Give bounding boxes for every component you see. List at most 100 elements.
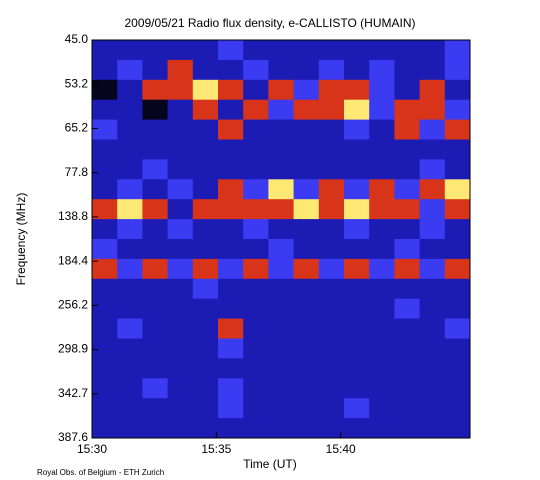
heat-cell	[218, 358, 244, 379]
heat-cell	[394, 318, 421, 339]
heat-cell	[218, 278, 244, 300]
heat-cell	[394, 199, 421, 220]
heat-cell	[293, 418, 320, 439]
heat-cell	[394, 79, 421, 101]
y-tick-label: 65.2	[65, 121, 89, 135]
heat-cell	[394, 40, 421, 61]
heat-cell	[344, 338, 370, 359]
heat-cell	[293, 298, 320, 320]
heat-cell	[167, 318, 194, 339]
heat-cell	[369, 378, 395, 399]
heat-cell	[218, 79, 244, 101]
y-tick-label: 138.8	[58, 209, 88, 223]
heat-cell	[92, 99, 118, 121]
heat-cell	[293, 278, 320, 300]
heat-cell	[218, 378, 244, 399]
heat-cell	[444, 358, 471, 379]
heat-cell	[142, 99, 169, 121]
heat-cell	[394, 159, 421, 180]
heat-cell	[218, 99, 244, 121]
heat-cell	[92, 139, 118, 160]
heat-cell	[92, 418, 118, 439]
heat-cell	[218, 159, 244, 180]
heat-cell	[117, 258, 143, 280]
heat-cell	[142, 378, 169, 399]
heat-cell	[369, 159, 395, 180]
heat-cell	[268, 358, 295, 379]
heat-cell	[117, 378, 143, 399]
heat-cell	[192, 79, 219, 101]
heat-cell	[369, 139, 395, 160]
heat-cell	[92, 398, 118, 419]
heat-cell	[293, 40, 320, 61]
heat-cell	[268, 258, 295, 280]
heat-cell	[192, 99, 219, 121]
heat-cell	[318, 159, 345, 180]
heat-cell	[369, 338, 395, 359]
heat-cell	[318, 139, 345, 160]
heat-cell	[318, 318, 345, 339]
heat-cell	[192, 40, 219, 61]
heat-cell	[369, 358, 395, 379]
heat-cell	[369, 318, 395, 339]
chart-title: 2009/05/21 Radio flux density, e-CALLIST…	[124, 16, 415, 30]
heat-cell	[268, 199, 295, 220]
heat-cell	[243, 159, 269, 180]
heat-cell	[444, 219, 471, 240]
heat-cell	[268, 159, 295, 180]
heat-cell	[117, 59, 143, 81]
heat-cell	[243, 179, 269, 200]
heat-cell	[192, 298, 219, 320]
heat-cell	[167, 338, 194, 359]
x-tick-label: 15:40	[326, 442, 356, 456]
heat-cell	[344, 119, 370, 140]
heat-cell	[92, 119, 118, 140]
heat-cell	[117, 418, 143, 439]
heat-cell	[369, 239, 395, 260]
heat-cell	[142, 139, 169, 160]
heat-cell	[444, 298, 471, 320]
heat-cell	[192, 179, 219, 200]
heat-cell	[369, 219, 395, 240]
heat-cell	[394, 258, 421, 280]
heat-cell	[192, 59, 219, 81]
heat-cell	[92, 239, 118, 260]
heat-cell	[369, 119, 395, 140]
heat-cell	[167, 278, 194, 300]
heat-cell	[444, 418, 471, 439]
heat-cell	[142, 199, 169, 220]
heat-cell	[192, 199, 219, 220]
heat-cell	[419, 40, 446, 61]
heat-cell	[394, 179, 421, 200]
heat-cell	[419, 159, 446, 180]
heat-cell	[167, 40, 194, 61]
heat-cell	[142, 159, 169, 180]
heat-cell	[268, 278, 295, 300]
heat-cell	[444, 239, 471, 260]
heat-cell	[344, 278, 370, 300]
heat-cell	[92, 219, 118, 240]
heat-cell	[117, 338, 143, 359]
heat-cell	[243, 139, 269, 160]
heat-cell	[419, 278, 446, 300]
heat-cell	[167, 179, 194, 200]
heat-cell	[218, 199, 244, 220]
heat-cell	[318, 59, 345, 81]
y-tick-label: 184.4	[58, 253, 88, 267]
heat-cell	[117, 119, 143, 140]
heat-cell	[117, 358, 143, 379]
heat-cell	[218, 258, 244, 280]
heat-cell	[167, 59, 194, 81]
heat-cell	[394, 418, 421, 439]
heat-cell	[394, 59, 421, 81]
heat-cell	[394, 298, 421, 320]
heat-cell	[419, 239, 446, 260]
heat-cell	[293, 159, 320, 180]
heat-cell	[142, 338, 169, 359]
heat-cell	[243, 258, 269, 280]
heat-cell	[318, 418, 345, 439]
heat-cell	[142, 278, 169, 300]
heat-cell	[419, 99, 446, 121]
heat-cell	[243, 40, 269, 61]
